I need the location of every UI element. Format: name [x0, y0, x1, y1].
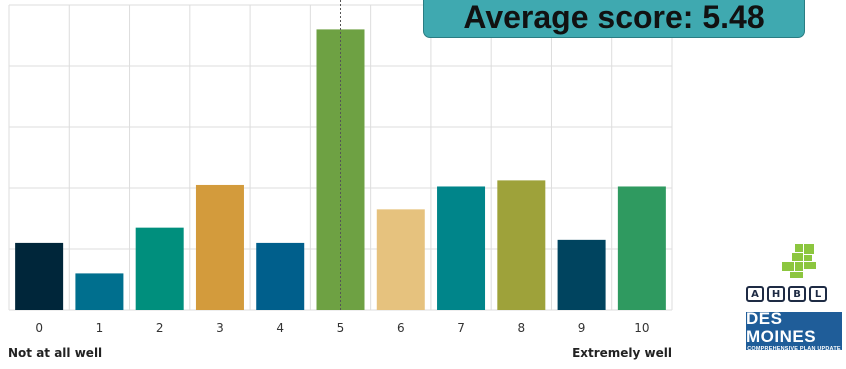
bar-score-8	[497, 180, 546, 310]
x-tick-label: 5	[337, 321, 345, 335]
average-score-banner: Average score: 5.48	[423, 0, 805, 38]
bar-score-7	[437, 186, 486, 310]
bar-score-6	[376, 209, 425, 310]
x-tick-label: 1	[96, 321, 104, 335]
x-tick-label: 10	[634, 321, 649, 335]
x-tick-label: 3	[216, 321, 224, 335]
sponsor-logos: A H B L DES MOINES COMPREHENSIVE PLAN UP…	[746, 243, 842, 352]
x-tick-label: 0	[35, 321, 43, 335]
x-tick-label: 4	[276, 321, 284, 335]
ahbl-logo: A H B L	[746, 286, 842, 302]
x-tick-label: 2	[156, 321, 164, 335]
des-moines-logo: DES MOINES COMPREHENSIVE PLAN UPDATE	[746, 308, 842, 352]
ahbl-leaf-icon	[782, 244, 816, 278]
bar-score-4	[256, 242, 305, 310]
ahbl-letter: A	[746, 286, 764, 302]
chart-bars	[15, 29, 666, 311]
x-label-right: Extremely well	[572, 346, 672, 360]
x-tick-label: 8	[517, 321, 525, 335]
x-tick-label: 6	[397, 321, 405, 335]
des-moines-logo-subtitle: COMPREHENSIVE PLAN UPDATE	[747, 345, 841, 352]
bar-score-9	[557, 239, 606, 310]
ahbl-letter: B	[788, 286, 806, 302]
x-tick-label: 9	[578, 321, 586, 335]
bar-score-1	[75, 273, 124, 310]
ahbl-letter: H	[767, 286, 785, 302]
x-label-left: Not at all well	[8, 346, 102, 360]
x-tick-label: 7	[457, 321, 465, 335]
bar-score-3	[195, 184, 244, 310]
bar-score-10	[617, 186, 666, 310]
ahbl-letter: L	[809, 286, 827, 302]
des-moines-logo-title: DES MOINES	[746, 308, 817, 346]
bar-score-0	[15, 242, 64, 310]
average-score-text: Average score: 5.48	[463, 0, 765, 35]
bar-score-2	[135, 227, 184, 310]
x-axis-ticks: 0 1 2 3 4 5 6 7 8 9 10	[35, 321, 649, 335]
